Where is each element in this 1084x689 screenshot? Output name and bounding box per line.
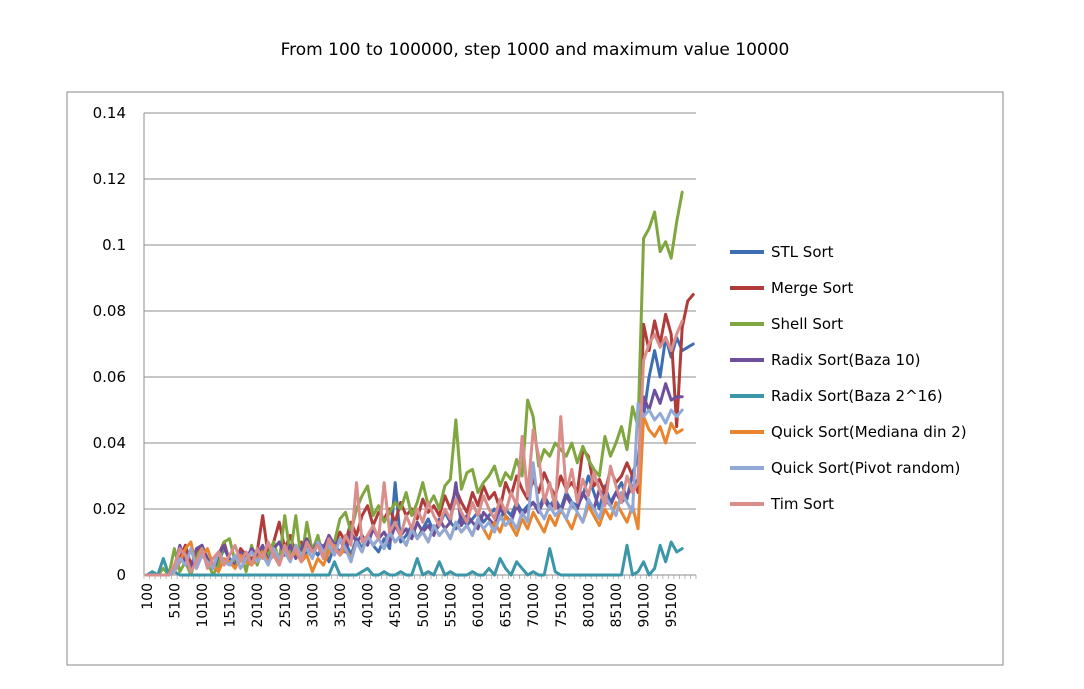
legend-label: Radix Sort(Baza 10) [771, 351, 920, 369]
x-tick-labels: 100 5100 10100 15100 20100 25100 30100 35100 401… [140, 583, 680, 628]
series-line-quick-sort-pivot-random [145, 401, 684, 577]
series-line-radix-sort-baza-2-16 [145, 540, 684, 577]
legend-item[interactable]: Shell Sort [730, 315, 843, 333]
y-tick-label: 0 [116, 566, 126, 584]
chart-area-border [66, 91, 1004, 666]
legend-item[interactable]: STL Sort [730, 243, 834, 261]
x-tick-label: 65100 [499, 583, 515, 628]
x-tick-label: 10100 [195, 583, 211, 628]
legend-label: STL Sort [771, 243, 834, 261]
legend-item[interactable]: Radix Sort(Baza 2^16) [730, 387, 943, 405]
x-tick-label: 85100 [609, 583, 625, 628]
y-tick-label: 0.14 [93, 104, 126, 122]
legend-item[interactable]: Quick Sort(Pivot random) [730, 459, 960, 477]
series-lines [145, 190, 695, 577]
legend[interactable]: STL Sort Merge Sort Shell Sort Radix Sort(B… [730, 243, 967, 513]
y-tick-labels: 0 0.02 0.04 0.06 0.08 0.1 0.12 0.14 [93, 104, 126, 584]
y-tick-label: 0.04 [93, 434, 126, 452]
x-tick-label: 50100 [416, 583, 432, 628]
x-tick-label: 35100 [333, 583, 349, 628]
legend-item[interactable]: Radix Sort(Baza 10) [730, 351, 920, 369]
legend-item[interactable]: Quick Sort(Mediana din 2) [730, 423, 967, 441]
y-tick-label: 0.02 [93, 500, 126, 518]
x-tick-label: 5100 [167, 583, 183, 619]
x-tick-label: 70100 [526, 583, 542, 628]
x-tick-label: 30100 [305, 583, 321, 628]
x-tick-label: 95100 [664, 583, 680, 628]
chart-title: From 100 to 100000, step 1000 and maximu… [280, 40, 790, 60]
legend-label: Radix Sort(Baza 2^16) [771, 387, 943, 405]
legend-label: Quick Sort(Mediana din 2) [771, 423, 967, 441]
x-tick-label: 15100 [223, 583, 239, 628]
x-tick-label: 75100 [554, 583, 570, 628]
legend-label: Merge Sort [771, 279, 853, 297]
x-tick-label: 20100 [250, 583, 266, 628]
legend-item[interactable]: Tim Sort [730, 495, 834, 513]
x-tick-label: 100 [140, 583, 156, 610]
x-tick-label: 55100 [443, 583, 459, 628]
x-tick-label: 90100 [637, 583, 653, 628]
series-line-tim-sort [145, 319, 684, 577]
x-tick-label: 25100 [278, 583, 294, 628]
legend-label: Tim Sort [770, 495, 834, 513]
x-tick-label: 40100 [361, 583, 377, 628]
x-tick-label: 60100 [471, 583, 487, 628]
x-tick-label: 45100 [388, 583, 404, 628]
x-tick-label: 80100 [581, 583, 597, 628]
y-tick-label: 0.06 [93, 368, 126, 386]
legend-label: Shell Sort [771, 315, 843, 333]
legend-item[interactable]: Merge Sort [730, 279, 853, 297]
y-tick-label: 0.1 [102, 236, 126, 254]
y-tick-label: 0.08 [93, 302, 126, 320]
legend-label: Quick Sort(Pivot random) [771, 459, 960, 477]
y-tick-label: 0.12 [93, 170, 126, 188]
